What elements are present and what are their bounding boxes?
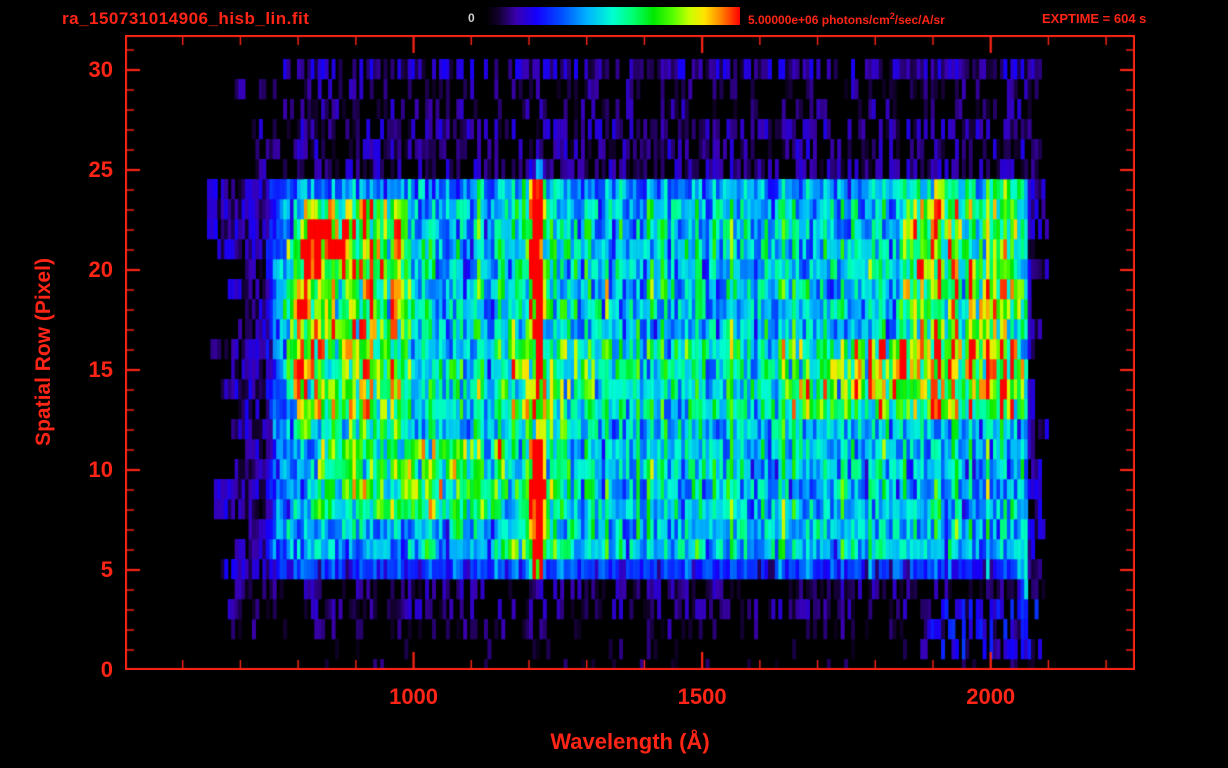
colorbar-max-label: 5.00000e+06 photons/cm2/sec/A/sr: [748, 11, 945, 27]
x-tick-label: 1500: [677, 684, 727, 709]
y-tick-label: 25: [88, 157, 113, 182]
x-tick-label: 2000: [966, 684, 1016, 709]
y-tick-label: 10: [88, 457, 113, 482]
y-tick-label: 15: [88, 357, 113, 382]
exptime-label: EXPTIME = 604 s: [1042, 11, 1147, 26]
x-tick-label: 1000: [389, 684, 439, 709]
colorbar-max-superscript: 2: [889, 11, 895, 21]
y-tick-label: 5: [100, 557, 113, 582]
colorbar-max-prefix: 5.00000e+06 photons/cm: [748, 13, 890, 27]
y-tick-label: 0: [100, 657, 113, 682]
file-title: ra_150731014906_hisb_lin.fit: [62, 9, 310, 28]
colorbar-max-suffix: /sec/A/sr: [894, 13, 945, 27]
y-tick-label: 30: [88, 57, 113, 82]
y-axis-title: Spatial Row (Pixel): [32, 258, 55, 446]
y-tick-label: 20: [88, 257, 113, 282]
colorbar-min-label: 0: [468, 11, 475, 25]
colorbar: [486, 7, 740, 25]
x-axis-title: Wavelength (Å): [550, 729, 710, 754]
spectral-heatmap-canvas: [125, 35, 1135, 670]
